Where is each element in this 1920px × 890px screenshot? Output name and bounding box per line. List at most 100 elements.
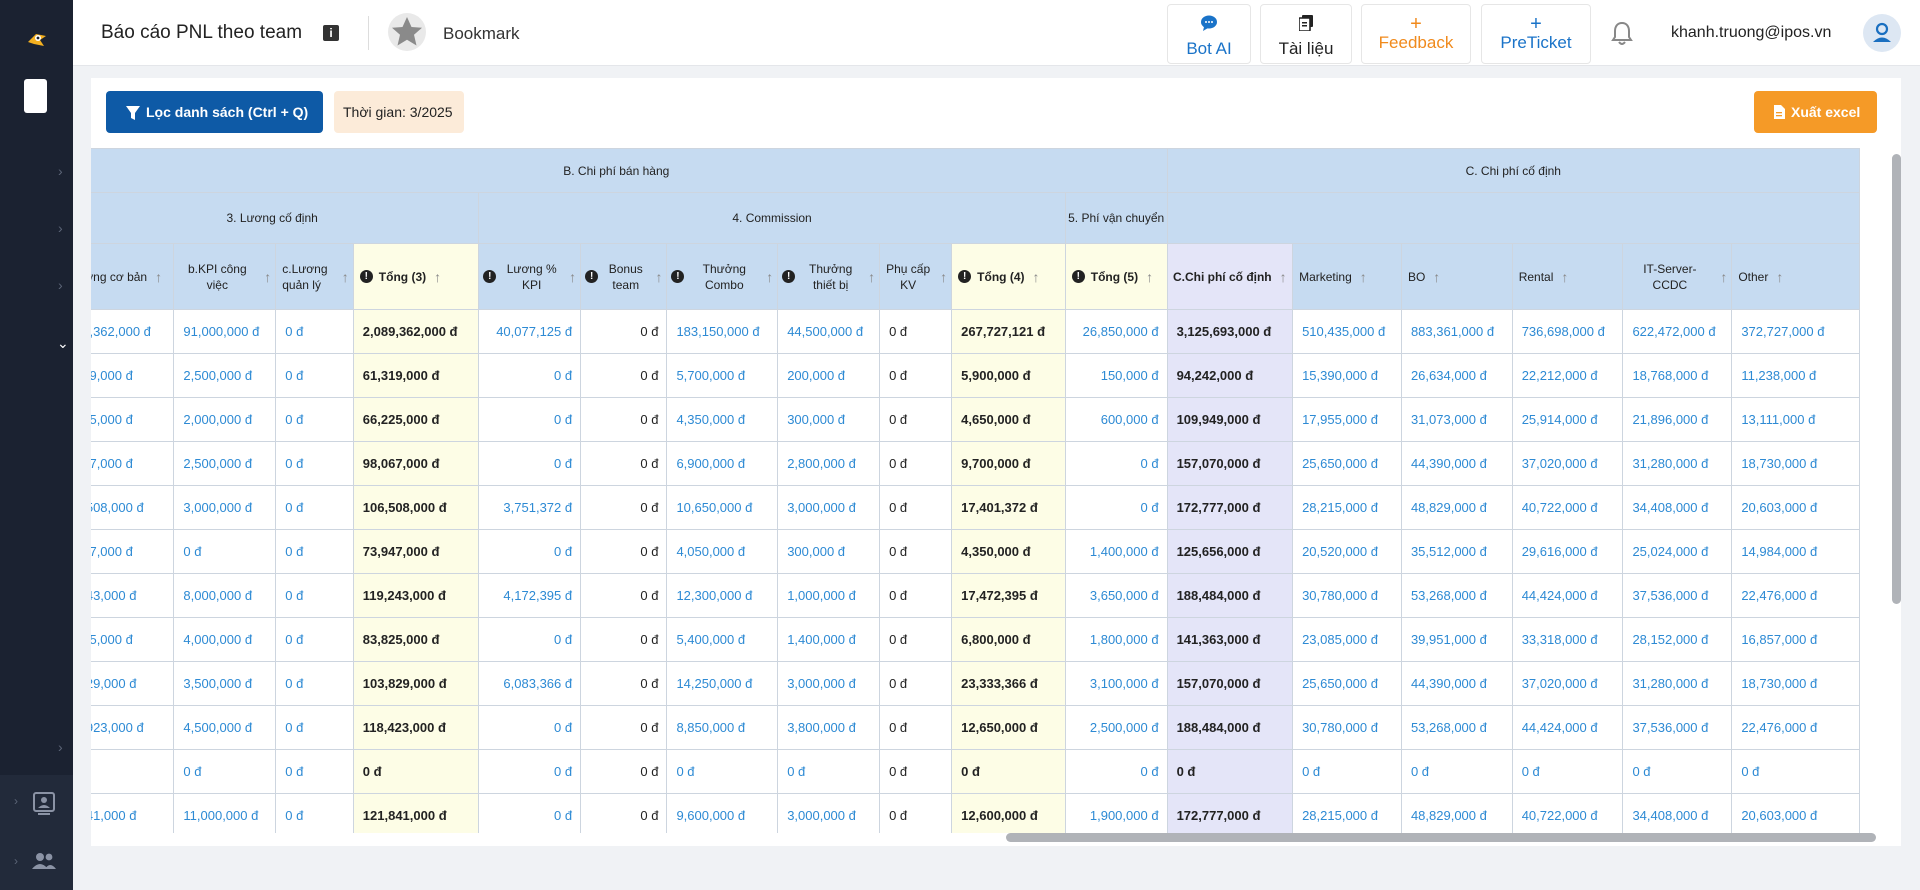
table-cell[interactable]: ,243,000 đ [91, 573, 175, 618]
chevron-right-icon[interactable]: › [58, 163, 63, 179]
column-header[interactable]: ! Thưởng Combo ↑ [666, 243, 779, 310]
filter-list-button[interactable]: Lọc danh sách (Ctrl + Q) [106, 91, 323, 133]
table-cell[interactable]: 25,914,000 đ [1511, 397, 1624, 442]
table-cell[interactable]: 3,000,000 đ [173, 485, 277, 530]
column-header[interactable]: Rental ↑ [1511, 243, 1624, 310]
table-cell[interactable]: 1,900,000 đ [1064, 793, 1168, 833]
column-header[interactable]: ! Tổng (4) ↑ [951, 243, 1066, 310]
table-row[interactable]: 225,000 đ2,000,000 đ0 đ66,225,000 đ0 đ0 … [91, 397, 1860, 442]
table-cell[interactable]: 5,400,000 đ [666, 617, 779, 662]
table-cell[interactable]: 31,280,000 đ [1622, 661, 1733, 706]
info-icon[interactable]: ! [585, 270, 599, 283]
documents-button[interactable]: Tài liệu [1260, 4, 1352, 64]
table-cell[interactable]: 21,896,000 đ [1622, 397, 1733, 442]
table-cell[interactable]: 200,000 đ [777, 353, 881, 398]
table-cell[interactable]: 40,077,125 đ [478, 309, 582, 354]
table-cell[interactable]: 1,400,000 đ [777, 617, 881, 662]
table-cell[interactable]: 28,215,000 đ [1292, 793, 1402, 833]
table-cell[interactable]: 5,700,000 đ [666, 353, 779, 398]
table-cell[interactable]: 819,000 đ [91, 353, 175, 398]
table-cell[interactable]: 372,727,000 đ [1731, 309, 1860, 354]
vertical-scrollbar[interactable] [1892, 154, 1901, 604]
table-cell[interactable]: 0 đ [1064, 441, 1168, 486]
table-cell[interactable]: 0 đ [478, 353, 582, 398]
column-header[interactable]: ! Tổng (5) ↑ [1064, 243, 1168, 310]
star-icon[interactable] [387, 12, 427, 52]
table-cell[interactable]: 4,500,000 đ [173, 705, 277, 750]
info-icon[interactable]: ! [958, 270, 972, 283]
table-cell[interactable]: 18,768,000 đ [1622, 353, 1733, 398]
column-header[interactable]: Other ↑ [1731, 243, 1860, 310]
pnl-table-container[interactable]: B. Chi phí bán hàng C. Chi phí cố định 3… [91, 148, 1886, 833]
app-logo-icon[interactable] [22, 24, 52, 54]
table-cell[interactable]: 2,500,000 đ [173, 353, 277, 398]
table-cell[interactable]: 0 đ [478, 441, 582, 486]
table-cell[interactable]: 2,500,000 đ [173, 441, 277, 486]
table-cell[interactable]: 8,850,000 đ [666, 705, 779, 750]
avatar[interactable] [1863, 14, 1901, 52]
table-cell[interactable]: 0 đ [1731, 749, 1860, 794]
preticket-button[interactable]: + PreTicket [1481, 4, 1591, 64]
table-cell[interactable]: 3,000,000 đ [777, 793, 881, 833]
sort-arrow-icon[interactable]: ↑ [341, 268, 349, 285]
table-cell[interactable]: 4,350,000 đ [666, 397, 779, 442]
table-cell[interactable]: 37,536,000 đ [1622, 573, 1733, 618]
table-cell[interactable]: 3,500,000 đ [173, 661, 277, 706]
table-cell[interactable]: 3,800,000 đ [777, 705, 881, 750]
info-icon[interactable]: ! [671, 270, 685, 283]
table-cell[interactable]: 16,857,000 đ [1731, 617, 1860, 662]
table-cell[interactable]: 10,650,000 đ [666, 485, 779, 530]
table-cell[interactable]: 9,600,000 đ [666, 793, 779, 833]
table-cell[interactable]: 0 đ [275, 705, 354, 750]
table-cell[interactable]: 3,100,000 đ [1064, 661, 1168, 706]
table-cell[interactable]: 22,476,000 đ [1731, 573, 1860, 618]
table-cell[interactable]: 17,955,000 đ [1292, 397, 1402, 442]
table-cell[interactable]: 4,050,000 đ [666, 529, 779, 574]
table-cell[interactable]: 567,000 đ [91, 441, 175, 486]
column-header[interactable]: C.Chi phí cố định ↑ [1166, 243, 1294, 310]
info-icon[interactable]: ! [1071, 270, 1085, 283]
table-cell[interactable]: 0 đ [478, 397, 582, 442]
sort-arrow-icon[interactable]: ↑ [155, 268, 163, 285]
column-header[interactable]: ! Tổng (3) ↑ [352, 243, 480, 310]
column-header[interactable]: ! Lương % KPI ↑ [478, 243, 582, 310]
table-cell[interactable]: 26,634,000 đ [1400, 353, 1513, 398]
table-cell[interactable]: 1,800,000 đ [1064, 617, 1168, 662]
sort-arrow-icon[interactable]: ↑ [655, 268, 663, 285]
contact-card-icon[interactable] [30, 789, 58, 817]
table-cell[interactable]: 1,400,000 đ [1064, 529, 1168, 574]
table-cell[interactable]: 3,650,000 đ [1064, 573, 1168, 618]
table-cell[interactable]: 0 đ [478, 793, 582, 833]
table-cell[interactable]: 40,722,000 đ [1511, 485, 1624, 530]
sort-arrow-icon[interactable]: ↑ [1032, 268, 1040, 285]
table-cell[interactable]: 91,000,000 đ [173, 309, 277, 354]
sort-arrow-icon[interactable]: ↑ [940, 268, 948, 285]
sort-arrow-icon[interactable]: ↑ [766, 268, 774, 285]
table-cell[interactable]: 37,020,000 đ [1511, 441, 1624, 486]
horizontal-scrollbar[interactable] [1006, 833, 1876, 842]
column-header[interactable]: IT-Server-CCDC ↑ [1622, 243, 1733, 310]
table-cell[interactable]: 825,000 đ [91, 617, 175, 662]
sort-arrow-icon[interactable]: ↑ [434, 268, 442, 285]
sort-arrow-icon[interactable]: ↑ [1146, 268, 1154, 285]
table-cell[interactable]: 0 đ [275, 617, 354, 662]
table-cell[interactable]: ,329,000 đ [91, 661, 175, 706]
table-cell[interactable]: 225,000 đ [91, 397, 175, 442]
table-cell[interactable]: 3,508,000 đ [91, 485, 175, 530]
table-cell[interactable]: 510,435,000 đ [1292, 309, 1402, 354]
table-cell[interactable]: 20,603,000 đ [1731, 793, 1860, 833]
time-period-chip[interactable]: Thời gian: 3/2025 [334, 91, 464, 133]
table-cell[interactable]: 12,300,000 đ [666, 573, 779, 618]
table-cell[interactable]: 0 đ [275, 485, 354, 530]
bell-icon[interactable] [1610, 20, 1634, 46]
sort-arrow-icon[interactable]: ↑ [1561, 268, 1569, 285]
table-cell[interactable]: 0 đ [1292, 749, 1402, 794]
table-cell[interactable]: 14,984,000 đ [1731, 529, 1860, 574]
column-header[interactable]: b.KPI công việc ↑ [173, 243, 277, 310]
info-icon[interactable]: i [323, 25, 339, 41]
table-cell[interactable]: 0 đ [173, 529, 277, 574]
table-cell[interactable]: 44,500,000 đ [777, 309, 881, 354]
